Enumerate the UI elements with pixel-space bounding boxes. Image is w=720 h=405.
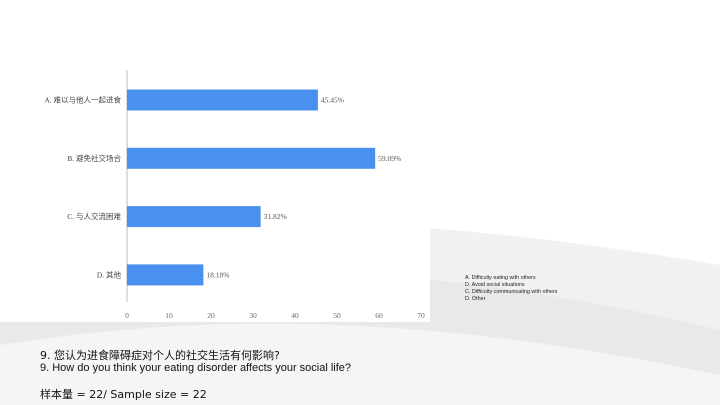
bar [127, 89, 318, 111]
category-label: D. 其他 [97, 269, 122, 279]
x-tick-label: 0 [125, 311, 129, 320]
x-tick-label: 20 [207, 311, 215, 320]
value-label: 59.09% [378, 154, 401, 163]
x-tick-label: 60 [375, 311, 383, 320]
value-label: 18.18% [206, 270, 229, 279]
question-title-zh: 9. 您认为进食障碍症对个人的社交生活有何影响? [40, 349, 280, 362]
bar-chart: A. 难以与他人一起进食 45.45% B. 避免社交场合 59.09% C. 与人交流… [44, 70, 425, 320]
legend: A. Difficulty eating with others D. Avoi… [465, 275, 557, 303]
x-tick-label: 50 [333, 311, 341, 320]
category-label: A. 难以与他人一起进食 [44, 95, 121, 105]
legend-item: A. Difficulty eating with others [465, 275, 536, 281]
legend-item: D. Avoid social situations [465, 282, 525, 288]
legend-item: C. Difficulty communicating with others [465, 289, 558, 295]
category-label: C. 与人交流困难 [67, 211, 121, 221]
category-label: B. 避免社交场合 [67, 153, 121, 163]
x-tick-label: 40 [291, 311, 299, 320]
question-title-en: 9. How do you think your eating disorder… [40, 362, 352, 374]
x-tick-label: 10 [165, 311, 173, 320]
value-label: 31.82% [264, 212, 287, 221]
value-label: 45.45% [321, 96, 344, 105]
legend-item: D. Other [465, 296, 486, 302]
x-tick-label: 70 [417, 311, 425, 320]
bar [127, 147, 376, 169]
x-tick-label: 30 [249, 311, 257, 320]
bar [127, 206, 261, 228]
bar [127, 264, 204, 286]
chart-panel: A. 难以与他人一起进食 45.45% B. 避免社交场合 59.09% C. 与人交流… [0, 60, 430, 322]
sample-size: 样本量 = 22/ Sample size = 22 [40, 388, 207, 401]
